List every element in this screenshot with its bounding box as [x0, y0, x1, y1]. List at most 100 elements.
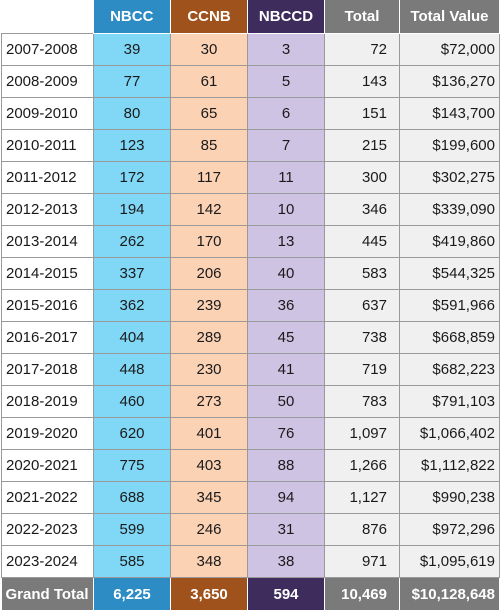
- cell-nbcc: 620: [93, 417, 171, 450]
- table-row: 2022-2023 599 246 31 876 $972,296: [1, 513, 500, 546]
- cell-nbccd: 88: [247, 449, 325, 482]
- cell-total: 300: [324, 161, 400, 194]
- cell-total-value: $972,296: [399, 513, 500, 546]
- cell-year: 2013-2014: [1, 225, 94, 258]
- cell-year: 2012-2013: [1, 193, 94, 226]
- table-row: 2018-2019 460 273 50 783 $791,103: [1, 385, 500, 418]
- table-row: 2017-2018 448 230 41 719 $682,223: [1, 353, 500, 386]
- cell-nbcc: 39: [93, 33, 171, 66]
- cell-nbcc: 172: [93, 161, 171, 194]
- cell-total-value: $1,112,822: [399, 449, 500, 482]
- cell-ccnb: 117: [170, 161, 248, 194]
- header-total-value: Total Value: [399, 0, 500, 34]
- cell-nbcc: 448: [93, 353, 171, 386]
- cell-nbccd: 31: [247, 513, 325, 546]
- cell-nbcc: 77: [93, 65, 171, 98]
- cell-ccnb: 30: [170, 33, 248, 66]
- cell-ccnb: 403: [170, 449, 248, 482]
- cell-total: 72: [324, 33, 400, 66]
- cell-nbcc: 404: [93, 321, 171, 354]
- cell-total: 583: [324, 257, 400, 290]
- cell-total: 1,266: [324, 449, 400, 482]
- table-row: 2016-2017 404 289 45 738 $668,859: [1, 321, 500, 354]
- cell-nbcc: 123: [93, 129, 171, 162]
- cell-nbcc: 775: [93, 449, 171, 482]
- cell-nbcc: 337: [93, 257, 171, 290]
- cell-year: 2023-2024: [1, 545, 94, 578]
- table-row: 2013-2014 262 170 13 445 $419,860: [1, 225, 500, 258]
- cell-nbccd: 45: [247, 321, 325, 354]
- grand-total-nbccd: 594: [247, 577, 325, 610]
- table-row: 2021-2022 688 345 94 1,127 $990,238: [1, 481, 500, 514]
- cell-ccnb: 61: [170, 65, 248, 98]
- cell-nbcc: 585: [93, 545, 171, 578]
- cell-nbcc: 194: [93, 193, 171, 226]
- header-nbcc: NBCC: [93, 0, 171, 34]
- table-row: 2012-2013 194 142 10 346 $339,090: [1, 193, 500, 226]
- cell-total: 445: [324, 225, 400, 258]
- cell-nbcc: 460: [93, 385, 171, 418]
- cell-ccnb: 348: [170, 545, 248, 578]
- cell-year: 2007-2008: [1, 33, 94, 66]
- header-total: Total: [324, 0, 400, 34]
- grand-total-ccnb: 3,650: [170, 577, 248, 610]
- cell-total-value: $136,270: [399, 65, 500, 98]
- table-row: 2019-2020 620 401 76 1,097 $1,066,402: [1, 417, 500, 450]
- cell-year: 2011-2012: [1, 161, 94, 194]
- cell-year: 2019-2020: [1, 417, 94, 450]
- cell-nbcc: 80: [93, 97, 171, 130]
- cell-ccnb: 206: [170, 257, 248, 290]
- cell-total: 738: [324, 321, 400, 354]
- cell-nbccd: 76: [247, 417, 325, 450]
- cell-nbccd: 50: [247, 385, 325, 418]
- cell-total-value: $72,000: [399, 33, 500, 66]
- cell-total-value: $990,238: [399, 481, 500, 514]
- cell-total-value: $143,700: [399, 97, 500, 130]
- cell-year: 2021-2022: [1, 481, 94, 514]
- grand-total-row: Grand Total 6,225 3,650 594 10,469 $10,1…: [1, 577, 500, 610]
- cell-ccnb: 170: [170, 225, 248, 258]
- cell-total: 143: [324, 65, 400, 98]
- cell-year: 2014-2015: [1, 257, 94, 290]
- cell-nbccd: 40: [247, 257, 325, 290]
- cell-ccnb: 142: [170, 193, 248, 226]
- cell-nbccd: 94: [247, 481, 325, 514]
- cell-total: 346: [324, 193, 400, 226]
- cell-total: 1,097: [324, 417, 400, 450]
- table-row: 2010-2011 123 85 7 215 $199,600: [1, 129, 500, 162]
- cell-ccnb: 289: [170, 321, 248, 354]
- cell-nbccd: 6: [247, 97, 325, 130]
- cell-year: 2018-2019: [1, 385, 94, 418]
- cell-nbcc: 688: [93, 481, 171, 514]
- table-row: 2008-2009 77 61 5 143 $136,270: [1, 65, 500, 98]
- cell-total-value: $419,860: [399, 225, 500, 258]
- cell-nbccd: 11: [247, 161, 325, 194]
- cell-year: 2009-2010: [1, 97, 94, 130]
- header-ccnb: CCNB: [170, 0, 248, 34]
- cell-year: 2016-2017: [1, 321, 94, 354]
- grand-total-total: 10,469: [324, 577, 400, 610]
- cell-year: 2017-2018: [1, 353, 94, 386]
- table-row: 2020-2021 775 403 88 1,266 $1,112,822: [1, 449, 500, 482]
- cell-year: 2008-2009: [1, 65, 94, 98]
- table-row: 2023-2024 585 348 38 971 $1,095,619: [1, 545, 500, 578]
- table-body: 2007-2008 39 30 3 72 $72,000 2008-2009 77 61 5 143…: [1, 33, 500, 578]
- cell-total: 783: [324, 385, 400, 418]
- cell-total: 1,127: [324, 481, 400, 514]
- header-row: NBCC CCNB NBCCD Total Total Value: [1, 0, 500, 34]
- cell-total: 637: [324, 289, 400, 322]
- cell-nbccd: 36: [247, 289, 325, 322]
- cell-nbcc: 362: [93, 289, 171, 322]
- cell-total: 971: [324, 545, 400, 578]
- cell-nbccd: 3: [247, 33, 325, 66]
- cell-total-value: $791,103: [399, 385, 500, 418]
- header-blank: [1, 0, 94, 34]
- cell-year: 2010-2011: [1, 129, 94, 162]
- cell-total: 876: [324, 513, 400, 546]
- cell-year: 2020-2021: [1, 449, 94, 482]
- cell-year: 2022-2023: [1, 513, 94, 546]
- cell-ccnb: 65: [170, 97, 248, 130]
- grand-total-value: $10,128,648: [399, 577, 500, 610]
- cell-nbccd: 10: [247, 193, 325, 226]
